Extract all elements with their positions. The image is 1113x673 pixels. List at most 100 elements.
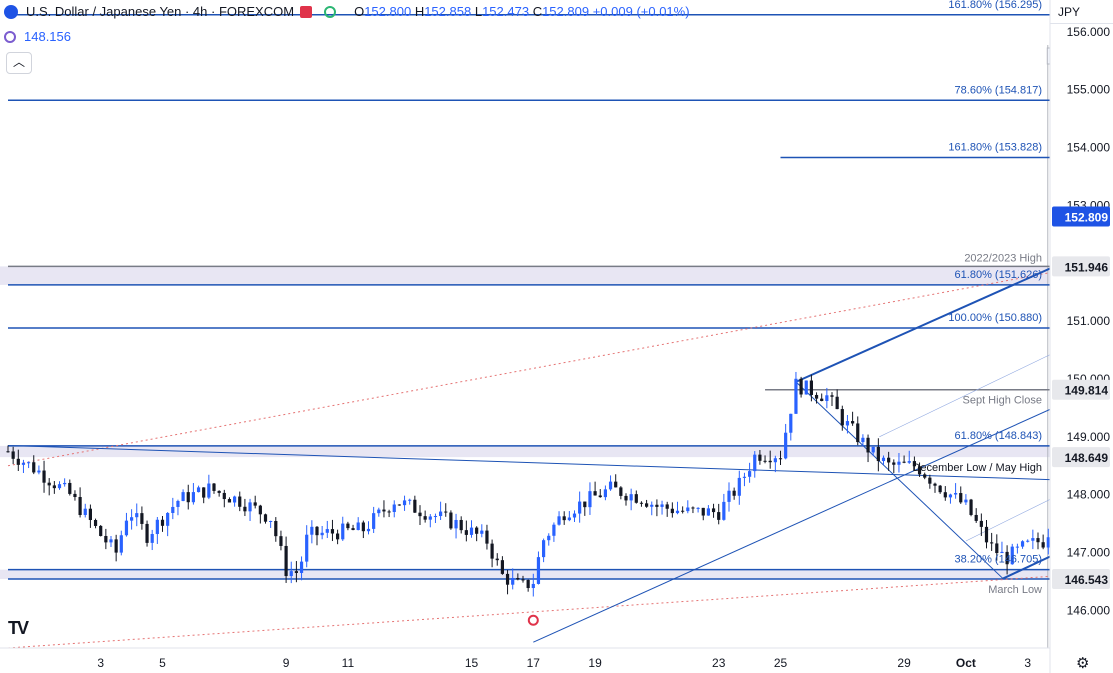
tradingview-logo[interactable]: TV (8, 618, 29, 638)
candle-body-41 (217, 490, 221, 493)
candle-body-97 (505, 573, 510, 585)
candle-body-179 (928, 477, 932, 484)
candle-body-61 (320, 532, 324, 536)
chevron-up-icon: ︿ (12, 55, 25, 69)
candle-body-115 (598, 495, 602, 498)
price-badge-label-4: 146.543 (1065, 573, 1109, 587)
candle-body-108 (562, 516, 566, 521)
candle-body-66 (346, 523, 350, 529)
candle-body-15 (83, 508, 87, 515)
candle-body-151 (784, 432, 788, 459)
candle-body-129 (670, 508, 674, 514)
x-tick-3: 11 (342, 656, 355, 670)
candle-body-1 (11, 451, 15, 459)
candle-body-159 (825, 395, 829, 401)
candle-body-72 (377, 509, 381, 514)
candle-body-79 (413, 499, 417, 513)
candle-body-47 (248, 502, 252, 512)
candle-body-80 (418, 512, 422, 517)
candle-body-52 (274, 520, 278, 537)
descending-trendline (7, 445, 1113, 483)
candle-body-118 (614, 481, 618, 488)
y-tick-2: 148.000 (1067, 488, 1111, 502)
marker-6 (527, 614, 539, 626)
x-tick-9: 29 (897, 656, 911, 670)
level-label-2: 161.80% (153.828) (948, 141, 1042, 153)
candle-body-96 (500, 560, 504, 574)
candle-body-37 (196, 487, 201, 493)
candle-body-165 (856, 423, 860, 443)
candle-body-156 (809, 380, 813, 395)
candle-body-155 (804, 380, 808, 395)
candle-body-135 (701, 507, 705, 516)
candle-body-35 (186, 492, 190, 503)
candle-body-67 (351, 528, 355, 531)
candle-body-81 (423, 516, 427, 520)
y-tick-9: 155.000 (1067, 83, 1111, 97)
candle-body-111 (578, 501, 582, 514)
candle-body-193 (1000, 551, 1004, 554)
collapse-legend-button[interactable]: ︿ (6, 52, 32, 74)
zone-label-0: December Low / May High (912, 462, 1042, 474)
candle-body-12 (68, 482, 72, 494)
symbol-title[interactable]: U.S. Dollar / Japanese Yen · 4h · FOREXC… (26, 4, 295, 19)
zone-0 (0, 266, 1050, 285)
candle-body-40 (212, 483, 216, 491)
candle-body-169 (876, 446, 880, 462)
candle-body-86 (449, 512, 453, 529)
candle-body-23 (124, 520, 129, 536)
candle-body-201 (1041, 542, 1045, 548)
candle-body-195 (1010, 546, 1014, 565)
candle-body-6 (37, 470, 41, 473)
candle-body-98 (511, 577, 515, 585)
y-tick-8: 154.000 (1067, 141, 1111, 155)
candle-body-95 (495, 558, 499, 561)
candle-body-152 (789, 413, 793, 433)
candle-body-65 (341, 523, 345, 540)
currency-label[interactable]: JPY (1050, 0, 1113, 24)
candle-body-110 (572, 513, 577, 518)
candle-body-60 (315, 526, 319, 536)
candle-body-107 (557, 516, 561, 525)
market-status-icon[interactable] (324, 5, 337, 18)
candle-body-73 (382, 509, 386, 512)
gear-icon[interactable]: ⚙ (1076, 655, 1090, 672)
candle-body-182 (943, 492, 947, 498)
gray-level-label-0: 2022/2023 High (964, 252, 1042, 264)
x-tick-4: 15 (465, 656, 479, 670)
candle-body-133 (691, 507, 695, 509)
level-label-6: 38.20% (146.705) (955, 554, 1042, 566)
price-badge-0 (1052, 206, 1110, 227)
x-tick-6: 19 (588, 656, 602, 670)
candle-body-89 (464, 530, 468, 535)
price-badge-4 (1052, 568, 1110, 589)
color-swatch-icon[interactable] (300, 5, 313, 18)
candle-body-62 (325, 529, 329, 533)
candle-body-185 (959, 493, 963, 503)
candle-body-0 (6, 451, 10, 453)
candle-body-175 (907, 461, 911, 463)
candle-body-138 (717, 512, 721, 520)
candle-body-178 (923, 474, 927, 478)
candle-body-150 (778, 458, 783, 460)
indicator-row[interactable]: 148.156 (4, 29, 71, 44)
candle-body-50 (263, 514, 268, 522)
candle-body-59 (310, 526, 314, 535)
candle-body-131 (681, 510, 685, 512)
candle-body-26 (140, 513, 144, 524)
candle-body-173 (897, 461, 901, 465)
candle-body-134 (696, 507, 700, 509)
candle-body-158 (820, 398, 824, 401)
candle-body-19 (104, 535, 108, 543)
candle-body-33 (176, 500, 180, 507)
candle-body-22 (119, 535, 123, 553)
candle-body-18 (99, 525, 103, 536)
candle-body-17 (93, 520, 98, 526)
candle-body-105 (547, 535, 551, 541)
gray-level-label-1: Sept High Close (963, 395, 1043, 407)
candles (6, 330, 1112, 597)
candle-body-93 (485, 530, 489, 544)
x-tick-8: 25 (774, 656, 788, 670)
candle-body-101 (526, 579, 530, 589)
